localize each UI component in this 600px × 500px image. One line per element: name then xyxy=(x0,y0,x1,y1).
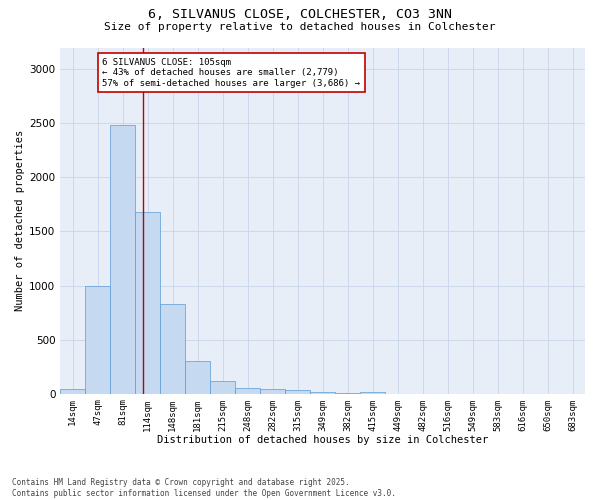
Bar xyxy=(60,390,85,394)
Y-axis label: Number of detached properties: Number of detached properties xyxy=(15,130,25,311)
Bar xyxy=(235,388,260,394)
Bar xyxy=(310,392,335,394)
Bar xyxy=(335,393,360,394)
Bar xyxy=(185,362,210,394)
Bar xyxy=(285,390,310,394)
Bar xyxy=(135,212,160,394)
X-axis label: Distribution of detached houses by size in Colchester: Distribution of detached houses by size … xyxy=(157,435,488,445)
Bar xyxy=(160,304,185,394)
Bar xyxy=(210,380,235,394)
Bar xyxy=(260,389,285,394)
Text: 6, SILVANUS CLOSE, COLCHESTER, CO3 3NN: 6, SILVANUS CLOSE, COLCHESTER, CO3 3NN xyxy=(148,8,452,20)
Text: 6 SILVANUS CLOSE: 105sqm
← 43% of detached houses are smaller (2,779)
57% of sem: 6 SILVANUS CLOSE: 105sqm ← 43% of detach… xyxy=(102,58,360,88)
Text: Contains HM Land Registry data © Crown copyright and database right 2025.
Contai: Contains HM Land Registry data © Crown c… xyxy=(12,478,396,498)
Bar xyxy=(85,286,110,394)
Bar xyxy=(110,126,135,394)
Text: Size of property relative to detached houses in Colchester: Size of property relative to detached ho… xyxy=(104,22,496,32)
Bar xyxy=(360,392,385,394)
